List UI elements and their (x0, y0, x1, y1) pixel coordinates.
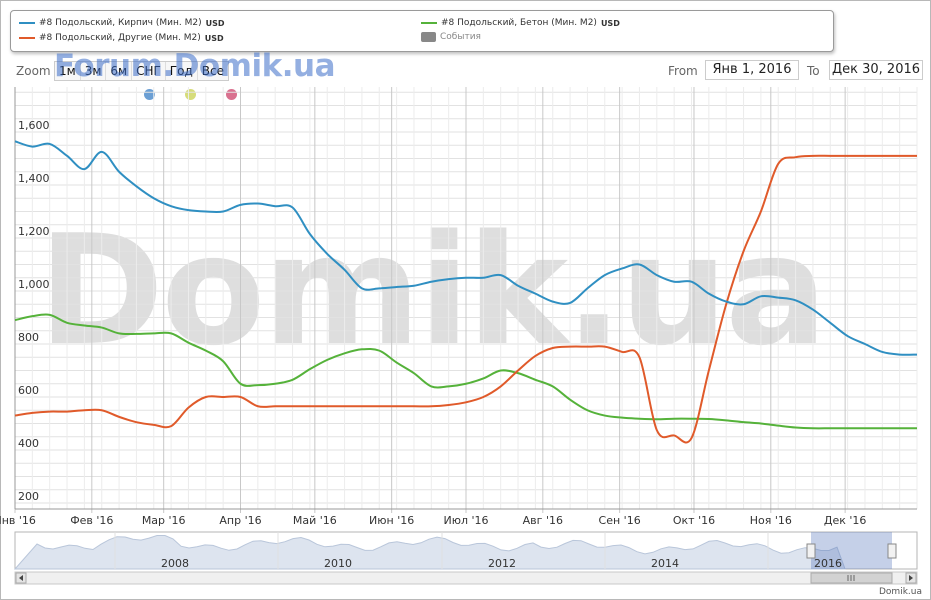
range-from-label: From (668, 64, 698, 78)
legend-label-kirpich: #8 Подольский, Кирпич (Мин. М2) (39, 18, 202, 28)
x-tick-label: Июл '16 (443, 514, 488, 527)
navigator-handle-right (887, 543, 897, 559)
series-line-kirpich (14, 140, 918, 356)
arrow-left-icon (19, 575, 23, 581)
legend-unit-kirpich: USD (205, 18, 225, 28)
legend-item-beton[interactable]: #8 Подольский, Бетон (Мин. М2) USD (421, 18, 620, 28)
x-tick-label: Май '16 (293, 514, 337, 527)
zoom-button-all[interactable]: Все (201, 64, 224, 78)
zoom-button-3m[interactable]: 3м (81, 62, 107, 80)
range-from-input[interactable]: Янв 1, 2016 (705, 60, 799, 80)
legend-line-beton (421, 22, 437, 24)
legend-item-drugie[interactable]: #8 Подольский, Другие (Мин. М2) USD (19, 33, 224, 43)
event-marker-pink[interactable] (226, 89, 237, 100)
navigator-year-label: 2016 (814, 557, 842, 570)
x-tick-label: Фев '16 (70, 514, 113, 527)
arrow-right-icon (909, 575, 913, 581)
x-tick-label: Янв '16 (0, 514, 36, 527)
navigator-year-label: 2014 (651, 557, 679, 570)
legend-line-drugie (19, 37, 35, 39)
series-lines (14, 140, 918, 444)
y-tick-label: 600 (18, 384, 39, 397)
navigator-selection (811, 532, 892, 569)
series-line-beton (14, 313, 917, 430)
y-tick-label: 1,600 (18, 119, 50, 132)
forum-watermark: Forum.Domik.ua (54, 48, 336, 84)
credit: Domik.ua (879, 587, 922, 597)
legend-label-drugie: #8 Подольский, Другие (Мин. М2) (39, 33, 201, 43)
zoom-button-6m[interactable]: 6м (106, 62, 133, 80)
navigator-scrollbar (14, 571, 918, 585)
legend-label-beton: #8 Подольский, Бетон (Мин. М2) (441, 18, 597, 28)
navigator-area (13, 535, 846, 570)
legend-item-events[interactable]: События (421, 32, 481, 42)
zoom-label: Zoom (16, 64, 51, 78)
navigator-handle-left (806, 543, 816, 559)
x-axis: Янв '16 Фев '16 Мар '16 Апр '16 Май '16 Июн '… (0, 508, 917, 527)
y-tick-label: 200 (18, 490, 39, 503)
zoom-button-group: 1м 3м 6м СНГ Год Все (54, 61, 229, 81)
legend: #8 Подольский, Кирпич (Мин. М2) USD #8 П… (10, 10, 834, 52)
range-to-input[interactable]: Дек 30, 2016 (829, 60, 923, 80)
legend-item-kirpich[interactable]: #8 Подольский, Кирпич (Мин. М2) USD (19, 18, 225, 28)
y-tick-label: 800 (18, 331, 39, 344)
x-tick-label: Мар '16 (142, 514, 186, 527)
navigator[interactable]: 2008 2010 2012 2014 2016 (13, 531, 918, 585)
events-swatch (421, 32, 436, 42)
event-marker-yellow[interactable] (185, 89, 196, 100)
navigator-year-label: 2010 (324, 557, 352, 570)
x-tick-label: Авг '16 (523, 514, 563, 527)
legend-label-events: События (440, 32, 481, 42)
event-marker-blue[interactable] (144, 89, 155, 100)
zoom-button-1y[interactable]: Год (166, 62, 198, 80)
x-tick-label: Окт '16 (673, 514, 715, 527)
y-axis: 200 400 600 800 1,000 1,200 1,400 1,600 (14, 87, 50, 509)
grid-lines (14, 87, 918, 513)
x-tick-label: Дек '16 (824, 514, 867, 527)
legend-unit-drugie: USD (204, 33, 224, 43)
x-tick-label: Июн '16 (369, 514, 414, 527)
y-tick-label: 1,000 (18, 278, 50, 291)
series-line-drugie (14, 154, 917, 444)
zoom-button-ytd[interactable]: СНГ (132, 62, 166, 80)
x-tick-label: Ноя '16 (750, 514, 792, 527)
y-tick-label: 400 (18, 437, 39, 450)
x-tick-label: Апр '16 (219, 514, 261, 527)
y-tick-label: 1,200 (18, 225, 50, 238)
y-tick-label: 1,400 (18, 172, 50, 185)
legend-unit-beton: USD (600, 18, 620, 28)
navigator-year-label: 2008 (161, 557, 189, 570)
zoom-button-1m[interactable]: 1м (55, 62, 81, 80)
x-tick-label: Сен '16 (599, 514, 641, 527)
navigator-year-label: 2012 (488, 557, 516, 570)
range-to-label: To (807, 64, 820, 78)
legend-line-kirpich (19, 22, 35, 24)
